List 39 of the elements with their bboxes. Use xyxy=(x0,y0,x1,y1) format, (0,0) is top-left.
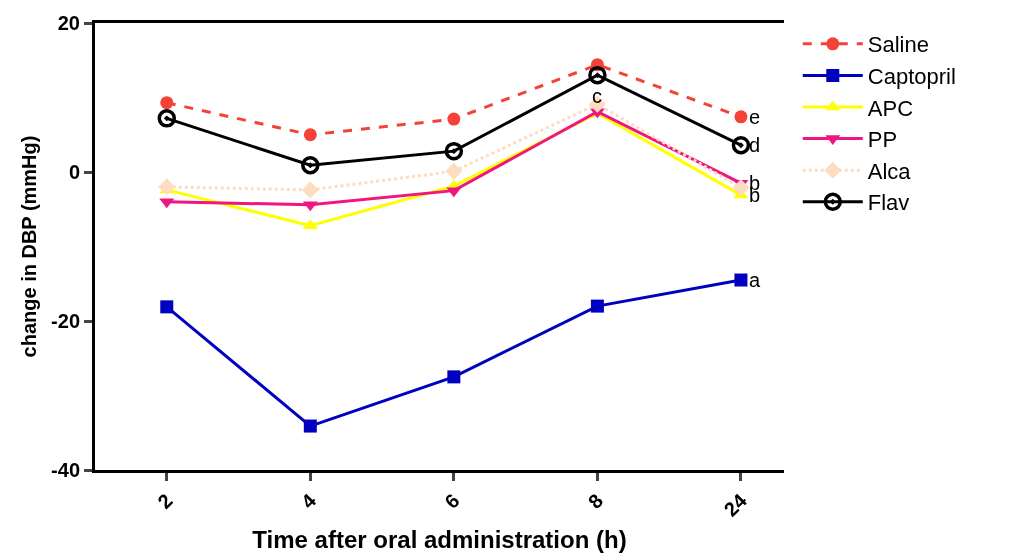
y-tick-label: -40 xyxy=(51,459,80,481)
point xyxy=(447,112,461,126)
point xyxy=(732,179,750,197)
x-tick-label: 4 xyxy=(296,488,321,513)
y-tick-label: -20 xyxy=(51,310,80,332)
point xyxy=(447,370,461,384)
point xyxy=(588,65,607,85)
point xyxy=(731,135,751,155)
point xyxy=(160,300,174,314)
point xyxy=(303,128,317,142)
legend-label: Captopril xyxy=(867,63,956,89)
y-axis-title: change in DBP (mmHg) xyxy=(17,135,40,358)
y-tick-label: 20 xyxy=(57,12,80,34)
point xyxy=(160,96,174,110)
x-axis-title: Time after oral administration (h) xyxy=(252,525,627,553)
legend-label: Alca xyxy=(867,158,912,184)
point xyxy=(158,178,176,196)
point xyxy=(590,299,604,313)
point xyxy=(444,141,464,161)
point xyxy=(301,156,320,175)
point xyxy=(301,181,319,199)
y-tick-label: 0 xyxy=(68,161,80,183)
legend-label: PP xyxy=(867,127,898,153)
legend-label: Flav xyxy=(867,190,910,216)
legend-label: APC xyxy=(867,95,914,121)
annotation: e xyxy=(749,106,761,128)
x-tick-label: 2 xyxy=(153,489,177,513)
x-tick-label: 24 xyxy=(719,488,752,521)
annotation: d xyxy=(749,134,761,156)
annotation: c xyxy=(592,85,602,107)
annotation: a xyxy=(749,269,761,291)
x-tick-label: 6 xyxy=(440,489,464,513)
point xyxy=(445,162,463,180)
point xyxy=(303,419,317,433)
legend-label: Saline xyxy=(867,32,929,58)
point xyxy=(734,110,748,124)
point xyxy=(157,109,177,128)
point xyxy=(734,273,748,287)
x-tick-label: 8 xyxy=(583,489,608,513)
